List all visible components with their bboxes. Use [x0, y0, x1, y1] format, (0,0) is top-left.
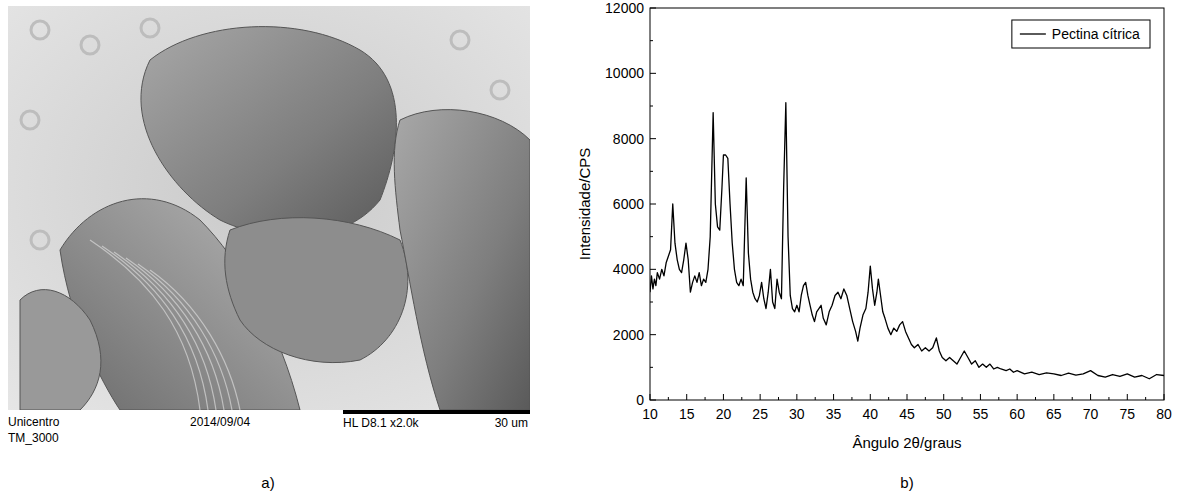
- sem-fold: [114, 252, 216, 410]
- x-tick: [796, 394, 797, 400]
- x-tick-label: 65: [1046, 406, 1062, 422]
- sem-texture: [81, 36, 99, 54]
- sem-instrument: TM_3000: [8, 431, 59, 445]
- x-tick-label: 15: [679, 406, 695, 422]
- x-tick-label: 30: [789, 406, 805, 422]
- x-tick-label: 35: [826, 406, 842, 422]
- panel-label: a): [261, 474, 274, 491]
- sem-image: [8, 6, 530, 410]
- x-tick-label: 60: [1009, 406, 1025, 422]
- sem-fold: [138, 264, 232, 410]
- x-tick: [833, 394, 834, 400]
- figure: Unicentro TM_3000 2014/09/04 HL D8.1 x2.0k 3…: [0, 0, 1187, 499]
- plot-area: [650, 103, 1164, 379]
- axes: 10 15 20 25 30 35 40 45 50 55 60 65 70 75 80 0 2000 4000 6…: [605, 0, 1172, 422]
- legend-box: [1012, 20, 1150, 48]
- x-tick: [1090, 394, 1091, 400]
- sem-settings: HL D8.1 x2.0k: [343, 416, 420, 430]
- x-tick: [907, 394, 908, 400]
- sem-texture: [451, 31, 469, 49]
- legend-swatch: [1020, 33, 1046, 34]
- sem-texture: [141, 19, 159, 37]
- sem-date: 2014/09/04: [190, 415, 250, 429]
- x-tick: [723, 394, 724, 400]
- y-tick-label: 0: [636, 392, 644, 408]
- x-tick-label: 50: [936, 406, 952, 422]
- sem-scale-label: 30 um: [495, 416, 528, 430]
- scale-bar: [343, 410, 530, 414]
- data-line: [650, 103, 1164, 379]
- sem-texture: [491, 81, 509, 99]
- y-tick: [650, 138, 656, 139]
- x-tick-label: 25: [752, 406, 768, 422]
- x-tick-label: 55: [973, 406, 989, 422]
- y-tick-label: 8000: [613, 131, 644, 147]
- x-tick: [686, 394, 687, 400]
- x-tick-label: 80: [1156, 406, 1172, 422]
- sem-flake: [20, 290, 101, 410]
- x-tick-label: 20: [716, 406, 732, 422]
- x-tick: [1053, 394, 1054, 400]
- x-axis-title: Ângulo 2θ/graus: [852, 434, 961, 451]
- y-tick: [650, 73, 656, 74]
- y-tick: [650, 204, 656, 205]
- y-tick-label: 6000: [613, 196, 644, 212]
- y-tick: [650, 269, 656, 270]
- sem-fold: [150, 270, 240, 410]
- x-tick-label: 70: [1083, 406, 1099, 422]
- x-tick: [1127, 394, 1128, 400]
- sem-fold: [102, 246, 208, 410]
- sem-fold: [90, 240, 200, 410]
- y-tick: [650, 334, 656, 335]
- sem-flake: [225, 218, 408, 363]
- sem-texture: [31, 231, 49, 249]
- x-tick-label: 40: [862, 406, 878, 422]
- sem-institution: Unicentro: [8, 415, 60, 429]
- x-tick-label: 10: [642, 406, 658, 422]
- legend: Pectina cítrica: [1012, 20, 1150, 48]
- y-tick-label: 4000: [613, 261, 644, 277]
- x-tick: [943, 394, 944, 400]
- x-tick-label: 75: [1119, 406, 1135, 422]
- x-tick: [760, 394, 761, 400]
- x-tick: [1017, 394, 1018, 400]
- sem-texture: [31, 21, 49, 39]
- plot-frame: [650, 8, 1164, 400]
- sem-background: [8, 6, 530, 410]
- x-tick-label: 45: [899, 406, 915, 422]
- sem-flake: [394, 110, 530, 410]
- x-tick: [980, 394, 981, 400]
- y-tick-label: 12000: [605, 0, 644, 16]
- x-tick: [870, 394, 871, 400]
- sem-texture: [21, 111, 39, 129]
- legend-label: Pectina cítrica: [1052, 26, 1140, 42]
- y-axis-title: Intensidade/CPS: [576, 148, 593, 261]
- y-tick-label: 10000: [605, 65, 644, 81]
- sem-flake: [141, 27, 396, 237]
- y-tick-label: 2000: [613, 327, 644, 343]
- panel-label: b): [900, 474, 913, 491]
